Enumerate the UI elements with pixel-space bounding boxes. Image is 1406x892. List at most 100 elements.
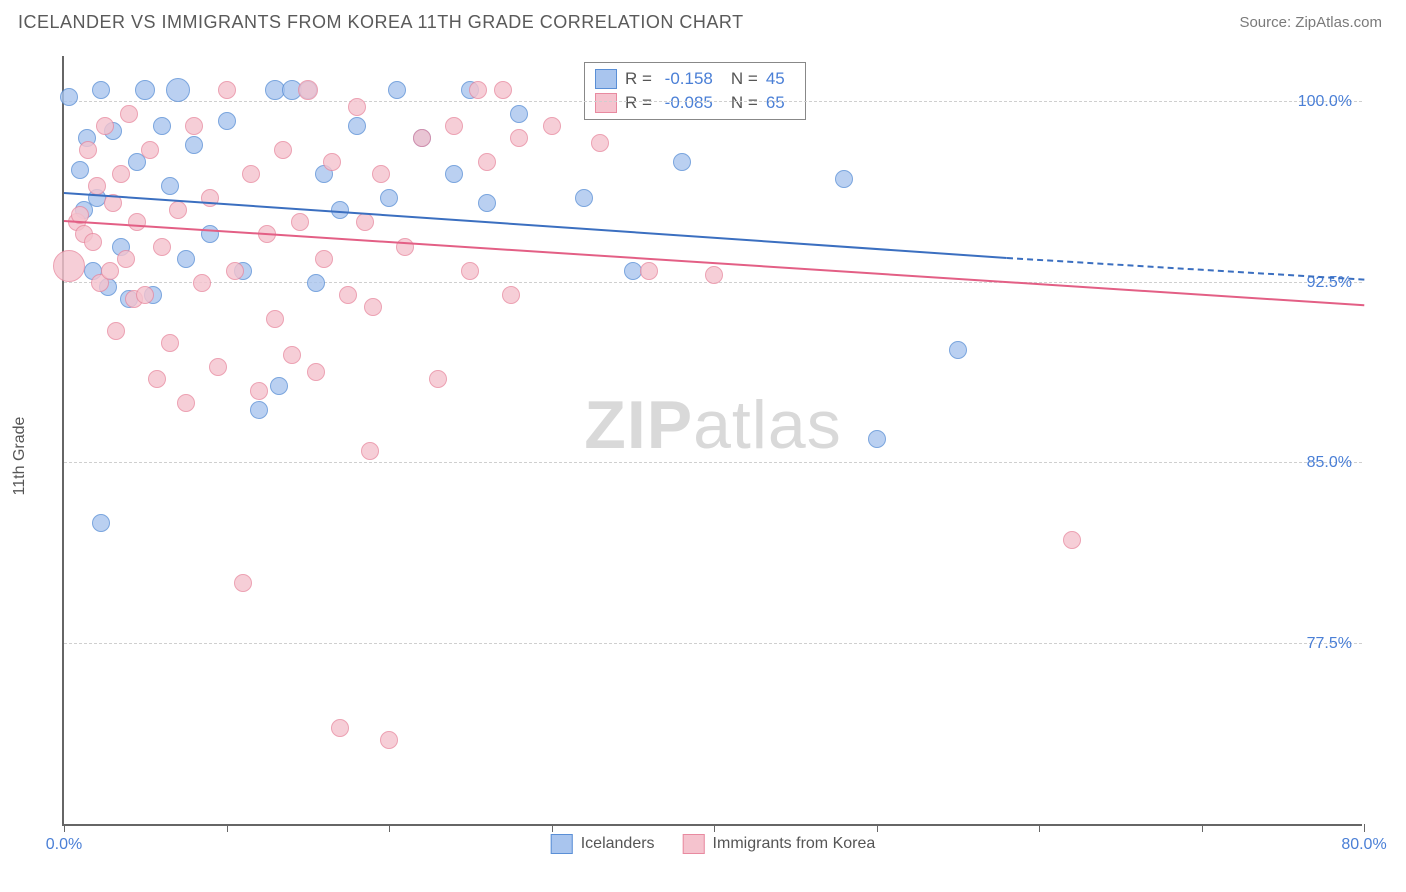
legend-swatch [595,69,617,89]
data-point [380,189,398,207]
data-point [128,213,146,231]
data-point [53,250,85,282]
y-tick-label: 85.0% [1307,454,1352,472]
legend-n-value: 65 [766,93,785,113]
data-point [591,134,609,152]
data-point [835,170,853,188]
data-point [148,370,166,388]
data-point [92,81,110,99]
data-point [445,165,463,183]
x-tick [1202,824,1203,832]
data-point [494,81,512,99]
data-point [445,117,463,135]
legend-label: Icelanders [581,835,655,853]
data-point [135,80,155,100]
data-point [153,238,171,256]
x-tick-label: 80.0% [1341,836,1386,854]
x-tick [1039,824,1040,832]
plot-area: ZIPatlas R = -0.158N =45R = -0.085N =65 … [62,56,1362,826]
data-point [364,298,382,316]
data-point [250,401,268,419]
data-point [298,80,318,100]
data-point [234,574,252,592]
data-point [177,250,195,268]
data-point [510,105,528,123]
data-point [949,341,967,359]
legend-r-value: -0.085 [660,93,713,113]
data-point [380,731,398,749]
data-point [161,177,179,195]
data-point [502,286,520,304]
regression-line-dashed [1006,257,1364,281]
gridline [64,462,1362,463]
data-point [361,442,379,460]
data-point [388,81,406,99]
data-point [92,514,110,532]
data-point [291,213,309,231]
legend-item: Immigrants from Korea [683,834,876,854]
data-point [107,322,125,340]
data-point [120,105,138,123]
x-tick [877,824,878,832]
data-point [331,719,349,737]
source-label: Source: ZipAtlas.com [1239,14,1382,31]
data-point [413,129,431,147]
data-point [71,161,89,179]
data-point [673,153,691,171]
data-point [348,117,366,135]
data-point [372,165,390,183]
y-axis-label: 11th Grade [11,417,29,496]
watermark: ZIPatlas [584,386,841,464]
data-point [79,141,97,159]
legend-r-value: -0.158 [660,69,713,89]
legend-row: R = -0.158N =45 [595,67,795,91]
data-point [141,141,159,159]
data-point [161,334,179,352]
legend-r-label: R = [625,93,652,113]
x-tick-label: 0.0% [46,836,82,854]
data-point [185,136,203,154]
data-point [60,88,78,106]
data-point [1063,531,1081,549]
data-point [218,81,236,99]
legend-n-label: N = [731,69,758,89]
data-point [266,310,284,328]
data-point [209,358,227,376]
data-point [96,117,114,135]
legend-swatch [683,834,705,854]
data-point [201,189,219,207]
data-point [185,117,203,135]
legend-label: Immigrants from Korea [713,835,876,853]
data-point [510,129,528,147]
data-point [242,165,260,183]
legend-swatch [551,834,573,854]
x-tick [1364,824,1365,832]
y-tick-label: 100.0% [1298,93,1352,111]
data-point [478,194,496,212]
data-point [429,370,447,388]
data-point [356,213,374,231]
regression-line [64,192,1007,259]
regression-line [64,220,1364,306]
x-tick [64,824,65,832]
gridline [64,643,1362,644]
data-point [169,201,187,219]
series-legend: Icelanders Immigrants from Korea [551,834,876,854]
gridline [64,101,1362,102]
data-point [868,430,886,448]
data-point [478,153,496,171]
chart-container: 11th Grade ZIPatlas R = -0.158N =45R = -… [46,50,1386,862]
x-tick [552,824,553,832]
data-point [469,81,487,99]
data-point [112,165,130,183]
legend-n-label: N = [731,93,758,113]
data-point [226,262,244,280]
data-point [283,346,301,364]
data-point [307,363,325,381]
data-point [166,78,190,102]
legend-r-label: R = [625,69,652,89]
data-point [270,377,288,395]
legend-swatch [595,93,617,113]
data-point [640,262,658,280]
x-tick [389,824,390,832]
